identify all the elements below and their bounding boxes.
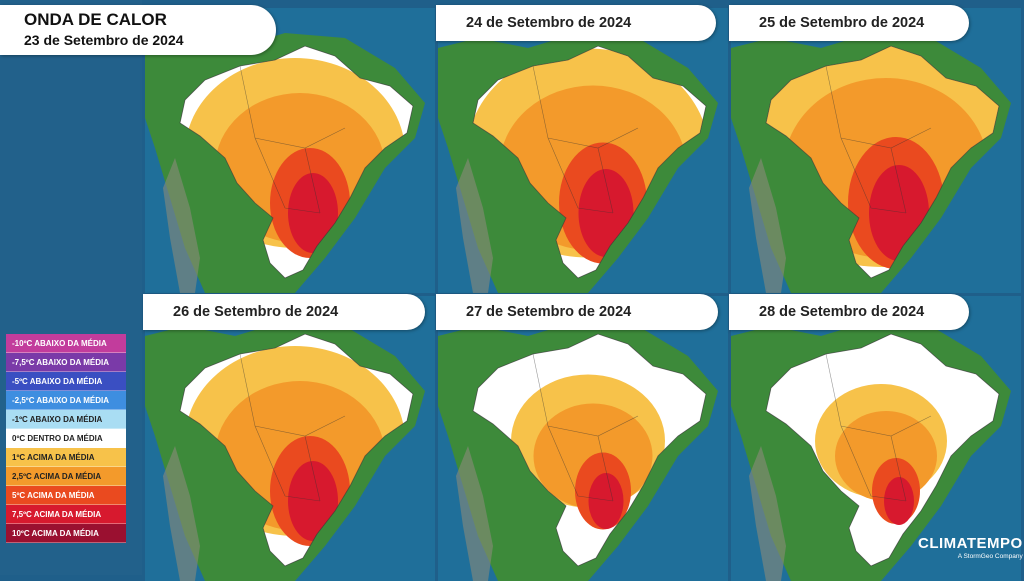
- legend-item: -1ºC ABAIXO DA MÉDIA: [6, 410, 126, 429]
- date-label-27: 27 de Setembro de 2024: [436, 294, 718, 330]
- legend-item: 7,5ºC ACIMA DA MÉDIA: [6, 505, 126, 524]
- legend-item: 0ºC DENTRO DA MÉDIA: [6, 429, 126, 448]
- title-box: ONDA DE CALOR 23 de Setembro de 2024: [0, 5, 276, 55]
- legend-item: -2,5ºC ABAIXO DA MÉDIA: [6, 391, 126, 410]
- legend-item: 10ºC ACIMA DA MÉDIA: [6, 524, 126, 543]
- date-label-25: 25 de Setembro de 2024: [729, 5, 969, 41]
- legend-item: 2,5ºC ACIMA DA MÉDIA: [6, 467, 126, 486]
- legend-item: -5ºC ABAIXO DA MÉDIA: [6, 372, 126, 391]
- date-label-24: 24 de Setembro de 2024: [436, 5, 716, 41]
- page-title: ONDA DE CALOR: [24, 10, 167, 29]
- map-panel-25-setembro: [731, 8, 1021, 293]
- date-label-28: 28 de Setembro de 2024: [729, 294, 969, 330]
- title-date: 23 de Setembro de 2024: [24, 32, 184, 48]
- logo-tagline: A StormGeo Company: [957, 553, 1023, 560]
- map-panel-24-setembro: [438, 8, 728, 293]
- legend-item: -7,5ºC ABAIXO DA MÉDIA: [6, 353, 126, 372]
- map-panel-23-setembro: [145, 8, 435, 293]
- map-panel-28-setembro: [731, 296, 1021, 581]
- map-panel-26-setembro: [145, 296, 435, 581]
- climatempo-logo: CLIMATEMPO A StormGeo Company: [918, 535, 1023, 561]
- legend-item: -10ºC ABAIXO DA MÉDIA: [6, 334, 126, 353]
- legend-item: 5ºC ACIMA DA MÉDIA: [6, 486, 126, 505]
- map-panel-27-setembro: [438, 296, 728, 581]
- date-label-26: 26 de Setembro de 2024: [143, 294, 425, 330]
- legend: -10ºC ABAIXO DA MÉDIA -7,5ºC ABAIXO DA M…: [6, 334, 126, 543]
- logo-name: CLIMATEMPO: [918, 535, 1023, 552]
- legend-item: 1ºC ACIMA DA MÉDIA: [6, 448, 126, 467]
